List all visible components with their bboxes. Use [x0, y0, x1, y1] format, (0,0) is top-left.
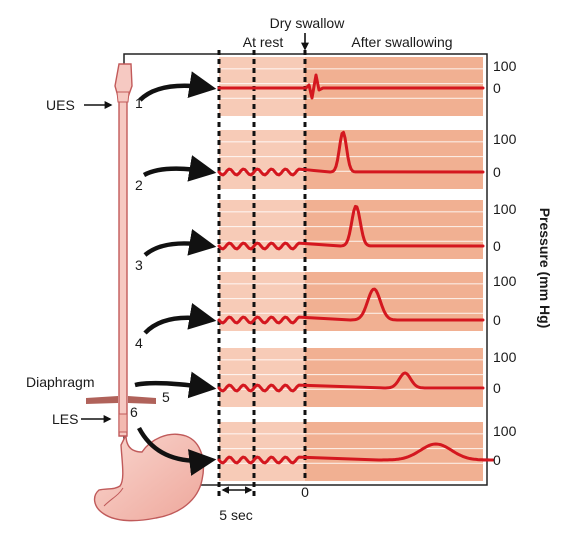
after-swallowing-label: After swallowing: [351, 34, 452, 50]
tick-0-4: 0: [493, 312, 501, 328]
tick-100-3: 100: [493, 201, 517, 217]
dry-swallow-label: Dry swallow: [270, 15, 346, 31]
diaphragm-label: Diaphragm: [26, 374, 94, 390]
band-after-3: [305, 200, 483, 259]
tick-100-5: 100: [493, 349, 517, 365]
site-arrow-4: [143, 303, 217, 335]
tick-0-1: 0: [493, 80, 501, 96]
at-rest-label: At rest: [243, 34, 284, 50]
ues-label: UES: [46, 97, 75, 113]
band-after-4: [305, 272, 483, 331]
les-label: LES: [52, 411, 78, 427]
site-number-3: 3: [135, 257, 143, 273]
tick-100-1: 100: [493, 58, 517, 74]
tick-100-4: 100: [493, 273, 517, 289]
site-arrow-5: [134, 371, 217, 399]
band-rest-6: [219, 422, 305, 481]
site-number-1: 1: [135, 95, 143, 111]
recording-sites: 1 2 3 4 5 6: [130, 71, 217, 476]
site-number-4: 4: [135, 335, 143, 351]
pressure-trace-site-5: [217, 371, 485, 393]
site-number-5: 5: [162, 389, 170, 405]
pressure-trace-site-3: [217, 204, 485, 251]
diaphragm-left: [86, 396, 118, 404]
swallow-time-zero: 0: [301, 484, 309, 500]
site-arrow-3: [143, 229, 217, 257]
tick-0-2: 0: [493, 164, 501, 180]
pressure-ticks: 100 0 100 0 100 0 100 0 100 0 100 0: [493, 58, 517, 468]
band-after-2: [305, 130, 483, 189]
band-rest-5: [219, 348, 305, 407]
pressure-trace-site-6: [217, 442, 495, 465]
band-after-5: [305, 348, 483, 407]
recording-bands: [219, 57, 483, 481]
tick-0-6: 0: [493, 452, 501, 468]
site-number-6: 6: [130, 404, 138, 420]
pressure-trace-site-1: [217, 73, 485, 100]
stomach-fold: [103, 487, 124, 507]
site-arrow-2: [142, 155, 217, 182]
pressure-axis-label: Pressure (mm Hg): [537, 208, 553, 329]
pressure-trace-site-2: [217, 130, 485, 177]
diaphragm-right: [128, 396, 156, 404]
pressure-traces: [217, 73, 495, 465]
site-number-2: 2: [135, 177, 143, 193]
esophagus-illustration: [86, 63, 205, 522]
les-sphincter: [118, 413, 128, 433]
site-arrow-6: [137, 426, 217, 476]
tick-0-5: 0: [493, 380, 501, 396]
tick-0-3: 0: [493, 238, 501, 254]
pressure-trace-site-4: [217, 287, 485, 325]
tick-100-2: 100: [493, 131, 517, 147]
band-rest-2: [219, 130, 305, 189]
ues-sphincter: [116, 91, 130, 103]
site-arrow-1: [138, 71, 217, 102]
scale-bar-label: 5 sec: [219, 507, 252, 523]
stomach-shape: [93, 433, 205, 522]
tick-100-6: 100: [493, 423, 517, 439]
